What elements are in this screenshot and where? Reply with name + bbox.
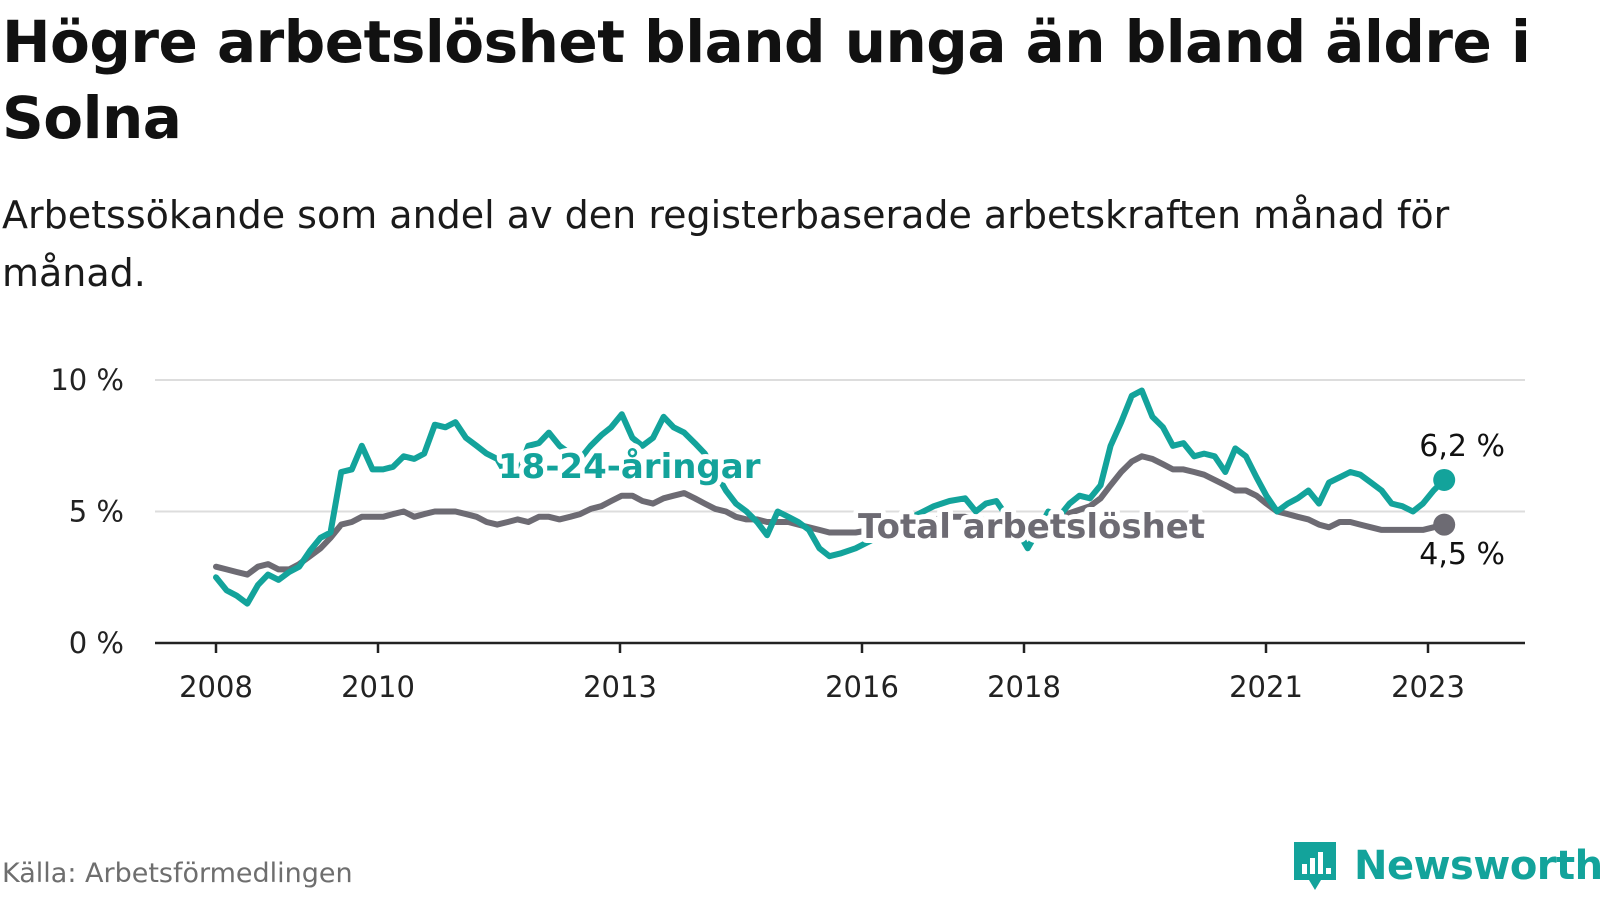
source-note: Källa: Arbetsförmedlingen xyxy=(2,858,353,889)
series-label-total-text: Total arbetslöshet xyxy=(858,507,1205,547)
end-value-youth: 6,2 % xyxy=(1419,429,1505,464)
y-tick-label: 10 % xyxy=(50,363,124,397)
x-tick-label: 2023 xyxy=(1391,670,1465,704)
x-tick-label: 2008 xyxy=(179,670,253,704)
end-value-total: 4,5 % xyxy=(1419,537,1505,572)
x-tick-label: 2013 xyxy=(583,670,657,704)
series-label-total-halo: Total arbetslöshet xyxy=(858,507,1205,547)
x-tick-label: 2021 xyxy=(1229,670,1303,704)
x-tick-label: 2010 xyxy=(341,670,415,704)
series-label-youth-halo: 18-24-åringar xyxy=(498,447,761,487)
end-point-youth xyxy=(1433,468,1456,491)
series-line-total xyxy=(213,453,1448,578)
y-tick-label: 5 % xyxy=(69,495,124,529)
y-tick-label: 0 % xyxy=(69,626,124,660)
chart-title: Högre arbetslöshet bland unga än bland ä… xyxy=(2,8,1531,152)
x-tick-label: 2016 xyxy=(825,670,899,704)
end-point-total xyxy=(1433,513,1456,536)
line-chart: 0 % 5 % 10 % 2008 2010 2013 2016 2018 2021 2023 1… xyxy=(50,363,1525,704)
grid-lines xyxy=(155,379,1525,513)
newsworthy-logo-icon xyxy=(1294,842,1336,890)
chart-subtitle: Arbetssökande som andel av den registerb… xyxy=(2,193,1450,295)
series-label-youth-text: 18-24-åringar xyxy=(498,447,761,487)
brand-name: Newsworthy xyxy=(1354,843,1600,889)
x-tick-label: 2018 xyxy=(987,670,1061,704)
axes: 0 % 5 % 10 % 2008 2010 2013 2016 2018 2021 2023 xyxy=(50,363,1525,704)
series-line-youth xyxy=(213,387,1448,607)
series-lines xyxy=(213,387,1456,607)
brand-logo[interactable]: Newsworthy xyxy=(1290,836,1600,896)
